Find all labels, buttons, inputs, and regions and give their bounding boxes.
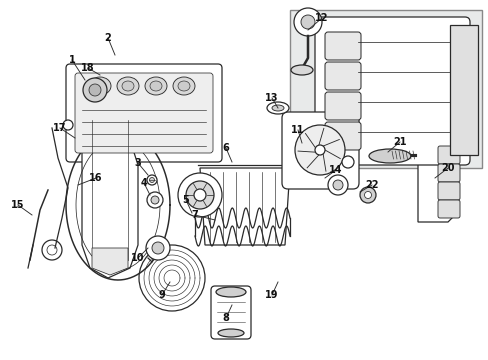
- Text: 13: 13: [264, 93, 278, 103]
- Text: 12: 12: [315, 13, 328, 23]
- Text: 19: 19: [264, 290, 278, 300]
- Circle shape: [146, 236, 170, 260]
- FancyBboxPatch shape: [437, 200, 459, 218]
- FancyBboxPatch shape: [325, 62, 360, 90]
- FancyBboxPatch shape: [437, 164, 459, 182]
- Circle shape: [332, 180, 342, 190]
- Polygon shape: [82, 105, 138, 278]
- Ellipse shape: [216, 287, 245, 297]
- Circle shape: [341, 156, 353, 168]
- Text: 10: 10: [131, 253, 144, 263]
- Text: 18: 18: [81, 63, 95, 73]
- Text: 11: 11: [291, 125, 304, 135]
- Circle shape: [147, 192, 163, 208]
- Text: 22: 22: [365, 180, 378, 190]
- Circle shape: [327, 175, 347, 195]
- Circle shape: [359, 187, 375, 203]
- FancyBboxPatch shape: [282, 112, 358, 189]
- Ellipse shape: [178, 81, 190, 91]
- Ellipse shape: [122, 81, 134, 91]
- FancyBboxPatch shape: [325, 92, 360, 120]
- Text: 21: 21: [392, 137, 406, 147]
- Circle shape: [301, 15, 314, 29]
- Polygon shape: [92, 248, 128, 275]
- Circle shape: [151, 196, 159, 204]
- Circle shape: [185, 181, 214, 209]
- FancyBboxPatch shape: [325, 122, 360, 150]
- Text: 8: 8: [222, 313, 229, 323]
- FancyBboxPatch shape: [325, 32, 360, 60]
- Text: 2: 2: [104, 33, 111, 43]
- Circle shape: [178, 173, 222, 217]
- Ellipse shape: [145, 77, 167, 95]
- Ellipse shape: [218, 329, 244, 337]
- Text: 1: 1: [68, 55, 75, 65]
- FancyBboxPatch shape: [66, 64, 222, 162]
- Text: 16: 16: [89, 173, 102, 183]
- Circle shape: [194, 189, 205, 201]
- Circle shape: [293, 8, 321, 36]
- Ellipse shape: [271, 105, 284, 111]
- Polygon shape: [200, 168, 289, 245]
- Text: 3: 3: [134, 158, 141, 168]
- Ellipse shape: [266, 102, 288, 114]
- Ellipse shape: [173, 77, 195, 95]
- Circle shape: [83, 78, 107, 102]
- Text: 20: 20: [440, 163, 454, 173]
- Circle shape: [89, 84, 101, 96]
- Text: 14: 14: [328, 165, 342, 175]
- Circle shape: [294, 125, 345, 175]
- Circle shape: [63, 120, 73, 130]
- FancyBboxPatch shape: [437, 146, 459, 164]
- Text: 7: 7: [191, 210, 198, 220]
- Bar: [289, 10, 481, 168]
- Text: 4: 4: [141, 178, 147, 188]
- Ellipse shape: [150, 81, 162, 91]
- Bar: [449, 25, 477, 155]
- Text: 15: 15: [11, 200, 25, 210]
- Circle shape: [147, 175, 157, 185]
- Circle shape: [364, 192, 371, 198]
- Circle shape: [152, 242, 163, 254]
- Ellipse shape: [94, 81, 106, 91]
- Ellipse shape: [117, 77, 139, 95]
- Ellipse shape: [290, 65, 312, 75]
- Polygon shape: [417, 135, 454, 222]
- Circle shape: [149, 177, 154, 183]
- FancyBboxPatch shape: [437, 182, 459, 200]
- Ellipse shape: [368, 149, 410, 163]
- Text: 9: 9: [158, 290, 165, 300]
- FancyBboxPatch shape: [75, 73, 213, 153]
- Text: 17: 17: [53, 123, 67, 133]
- FancyBboxPatch shape: [210, 286, 250, 339]
- FancyBboxPatch shape: [314, 17, 469, 165]
- Ellipse shape: [89, 77, 111, 95]
- Circle shape: [314, 145, 325, 155]
- Text: 6: 6: [222, 143, 229, 153]
- Text: 5: 5: [182, 195, 189, 205]
